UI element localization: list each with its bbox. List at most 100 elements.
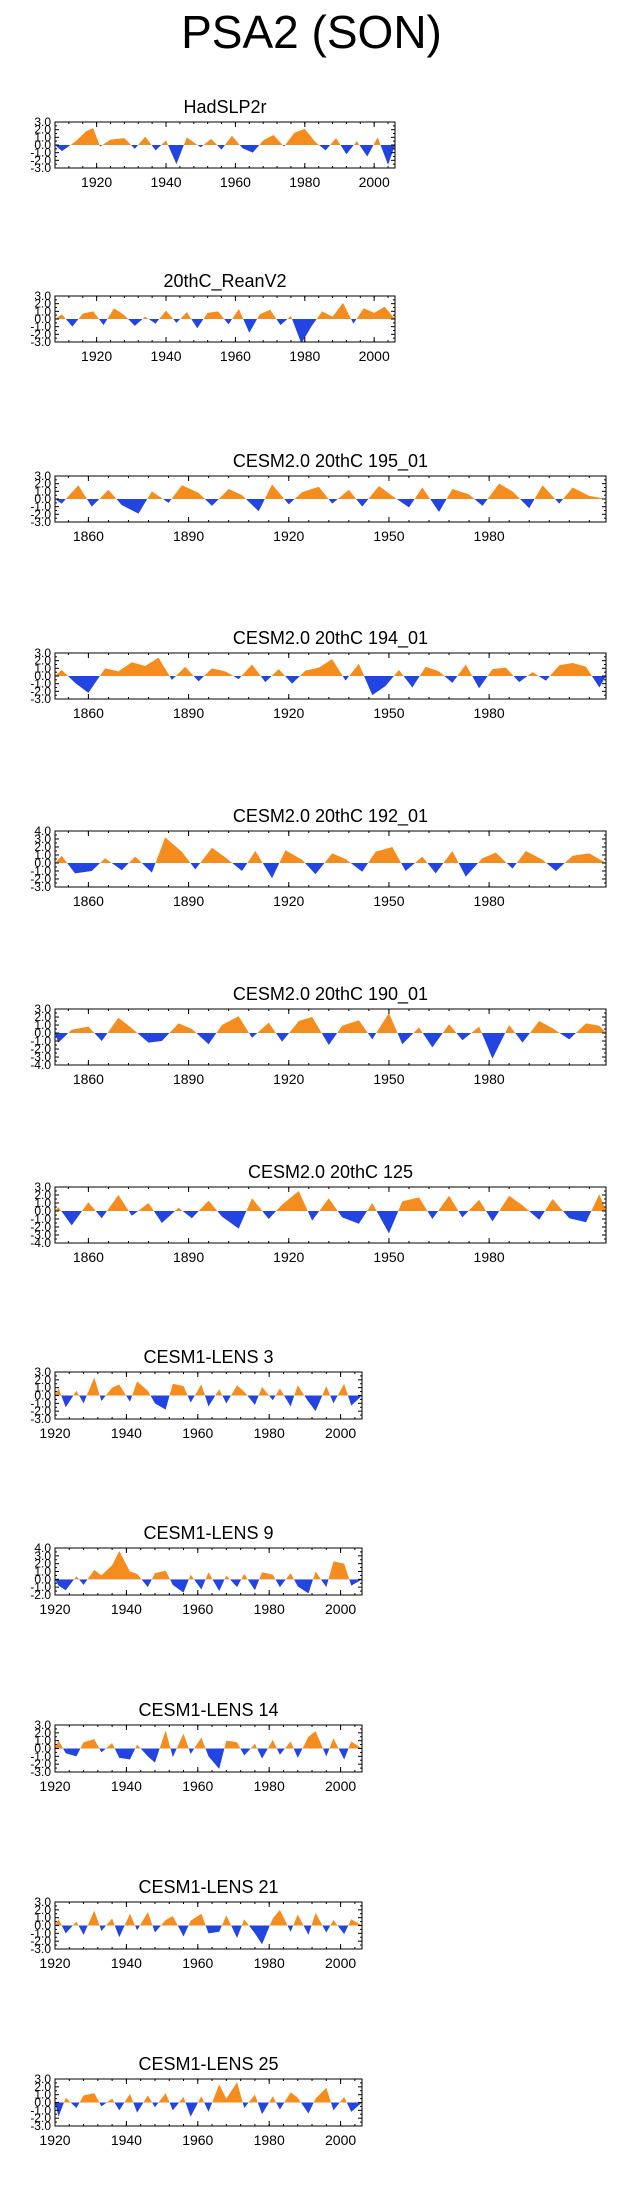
negative-area — [55, 1033, 606, 1059]
positive-area — [55, 837, 606, 863]
y-tick-label: -2.0 — [30, 2111, 51, 2125]
y-tick-label: -1.0 — [30, 677, 51, 691]
y-tick-label: -3.0 — [30, 692, 51, 706]
chart-title: CESM2.0 20thC 194_01 — [233, 628, 428, 649]
x-tick-label: 1890 — [173, 893, 204, 909]
positive-area — [55, 1551, 362, 1580]
x-tick-label: 1980 — [254, 1601, 285, 1617]
y-tick-label: -4.0 — [30, 1236, 51, 1250]
y-tick-label: 1.0 — [34, 1381, 51, 1395]
y-tick-label: -2.0 — [30, 1220, 51, 1234]
x-tick-label: 1890 — [173, 1071, 204, 1087]
x-tick-label: 1980 — [254, 1955, 285, 1971]
x-tick-label: 1920 — [273, 1071, 304, 1087]
plot-frame — [54, 1186, 607, 1244]
x-tick-label: 1940 — [111, 1601, 142, 1617]
x-tick-label: 1920 — [273, 705, 304, 721]
negative-area — [55, 499, 606, 514]
y-tick-label: -2.0 — [30, 507, 51, 521]
negative-area — [55, 863, 606, 879]
chart-title: CESM2.0 20thC 192_01 — [233, 806, 428, 827]
x-tick-label: 1960 — [182, 1601, 213, 1617]
y-tick-label: -3.0 — [30, 1765, 51, 1779]
y-tick-label: 2.0 — [34, 1903, 51, 1917]
y-tick-label: 3.0 — [34, 1180, 51, 1194]
y-tick-label: -3.0 — [30, 161, 51, 175]
positive-area — [55, 128, 395, 145]
x-tick-label: 1980 — [474, 705, 505, 721]
x-tick-label: 1960 — [182, 1955, 213, 1971]
main-title: PSA2 (SON) — [181, 6, 442, 58]
chart-panel-12: CESM1-LENS 25 3.02.01.00.0-1.0-2.0-3.0192… — [30, 2054, 363, 2148]
x-tick-label: 2000 — [359, 174, 390, 190]
x-tick-label: 1960 — [220, 174, 251, 190]
y-tick-label: -4.0 — [30, 1058, 51, 1072]
x-tick-label: 1980 — [254, 1425, 285, 1441]
plot-frame — [54, 1547, 363, 1596]
x-tick-label: 1920 — [273, 1249, 304, 1265]
x-tick-label: 1980 — [474, 893, 505, 909]
chart-title: CESM1-LENS 21 — [138, 1877, 278, 1897]
x-tick-label: 1950 — [373, 1071, 404, 1087]
x-tick-label: 1940 — [150, 174, 181, 190]
x-tick-label: 1950 — [373, 893, 404, 909]
x-tick-label: 1920 — [39, 1601, 70, 1617]
chart-panel-1: HadSLP2r 3.02.01.00.0-1.0-2.0-3.0 1920 1940… — [30, 97, 396, 190]
y-tick-label: 0.0 — [34, 492, 51, 506]
y-tick-label: -3.0 — [30, 880, 51, 894]
x-tick-label: 1920 — [39, 1425, 70, 1441]
y-tick-label: -2.0 — [30, 1757, 51, 1771]
negative-area — [55, 1925, 362, 1945]
negative-area — [55, 1211, 606, 1234]
y-tick-label: 2.0 — [34, 1010, 51, 1024]
x-tick-label: 1960 — [182, 1425, 213, 1441]
x-tick-label: 1940 — [111, 2132, 142, 2148]
positive-area — [55, 1191, 606, 1211]
y-tick-label: 1.0 — [34, 1196, 51, 1210]
negative-area — [55, 145, 395, 165]
x-tick-label: 2000 — [325, 1425, 356, 1441]
chart-title: 20thC_ReanV2 — [163, 271, 286, 292]
y-tick-label: 1.0 — [34, 848, 51, 862]
y-tick-label: 3.0 — [34, 469, 51, 483]
negative-area — [55, 1748, 362, 1769]
x-tick-label: 1980 — [289, 348, 320, 364]
y-tick-label: 3.0 — [34, 1365, 51, 1379]
y-tick-label: -3.0 — [30, 1942, 51, 1956]
positive-area — [55, 1013, 606, 1033]
y-tick-label: -3.0 — [30, 515, 51, 529]
y-tick-label: -1.0 — [30, 500, 51, 514]
x-tick-label: 1980 — [254, 2132, 285, 2148]
y-tick-label: 4.0 — [34, 1541, 51, 1555]
x-tick-label: 1940 — [150, 348, 181, 364]
y-tick-label: -1.0 — [30, 1212, 51, 1226]
x-tick-label: 2000 — [325, 1778, 356, 1794]
y-tick-label: 3.0 — [34, 832, 51, 846]
negative-area — [55, 2102, 362, 2117]
y-tick-label: 1.0 — [34, 1734, 51, 1748]
y-tick-label: -3.0 — [30, 1050, 51, 1064]
y-tick-label: 2.0 — [34, 654, 51, 668]
chart-title: HadSLP2r — [183, 97, 266, 117]
x-tick-label: 1860 — [73, 705, 104, 721]
y-tick-label: -2.0 — [30, 1404, 51, 1418]
y-tick-label: 3.0 — [34, 1718, 51, 1732]
chart-panel-4: CESM2.0 20thC 194_01 3.02.01.00.0-1.0-2.0… — [30, 628, 607, 721]
positive-area — [55, 302, 395, 319]
x-tick-label: 1940 — [111, 1778, 142, 1794]
chart-panel-2: 20thC_ReanV2 3.02.01.00.0-1.0-2.0-3.0 1920… — [30, 271, 396, 364]
chart-panel-6: CESM2.0 20thC 190_01 3.02.01.00.0-1.0-2.0… — [30, 984, 607, 1087]
y-tick-label: -1.0 — [30, 1926, 51, 1940]
x-tick-label: 1980 — [474, 1071, 505, 1087]
y-tick-label: 3.0 — [34, 2072, 51, 2086]
y-tick-label: 2.0 — [34, 297, 51, 311]
chart-panel-10: CESM1-LENS 14 3.02.01.00.0-1.0-2.0-3.0192… — [30, 1700, 363, 1794]
x-tick-label: 1920 — [273, 893, 304, 909]
y-tick-label: -1.0 — [30, 1396, 51, 1410]
y-tick-label: 0.0 — [34, 1572, 51, 1586]
y-tick-label: -2.0 — [30, 684, 51, 698]
y-tick-label: -1.0 — [30, 1749, 51, 1763]
x-tick-label: 1980 — [474, 1249, 505, 1265]
y-tick-label: 2.0 — [34, 123, 51, 137]
y-tick-label: 2.0 — [34, 477, 51, 491]
